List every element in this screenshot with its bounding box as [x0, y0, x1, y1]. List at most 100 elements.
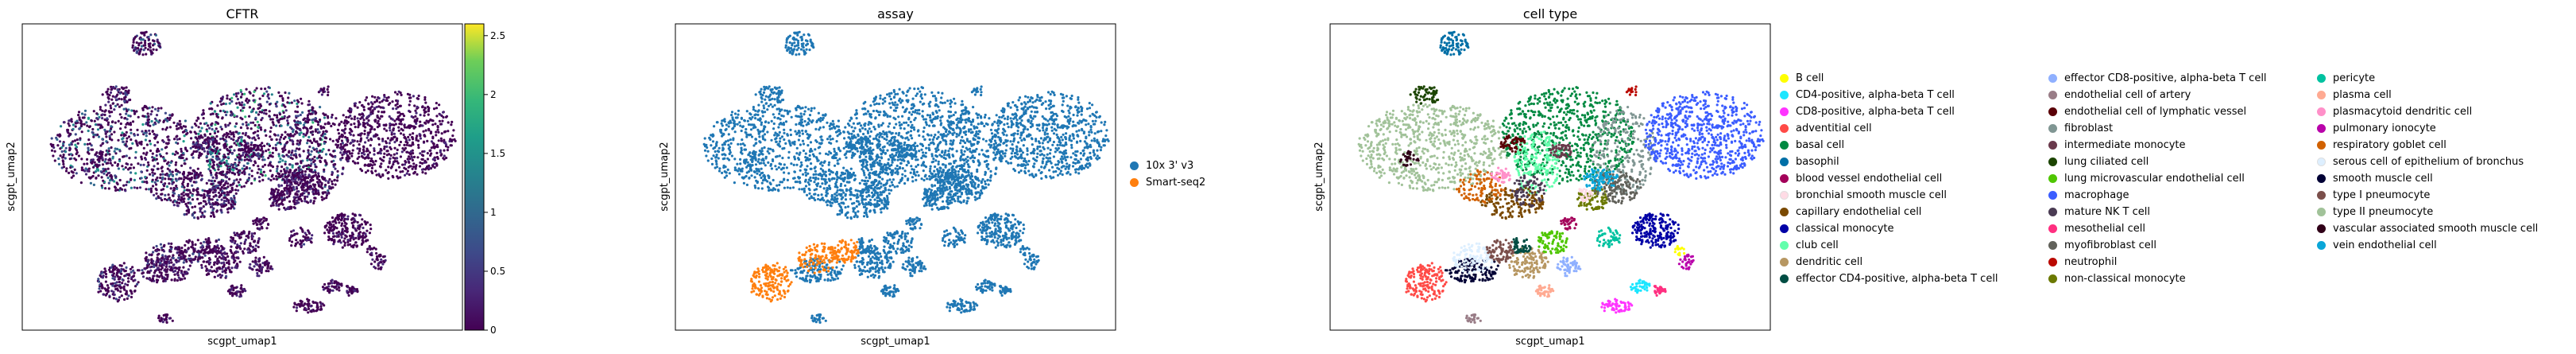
- cftr-point: [130, 128, 133, 131]
- cftr-point: [295, 185, 298, 189]
- assay-point: [713, 125, 716, 128]
- cftr-point: [324, 153, 328, 156]
- cftr-point: [419, 120, 422, 123]
- cftr-point: [166, 275, 169, 278]
- cftr-point: [216, 244, 219, 247]
- cftr-point: [129, 166, 132, 169]
- cftr-point: [122, 87, 126, 90]
- cftr-point: [176, 138, 179, 141]
- cftr-point: [183, 270, 186, 274]
- cftr-point: [453, 138, 456, 141]
- cftr-point: [431, 164, 435, 167]
- cftr-point: [97, 278, 100, 281]
- cftr-point: [145, 105, 148, 108]
- cftr-point: [184, 177, 188, 180]
- cftr-point: [264, 88, 267, 91]
- cftr-point: [152, 168, 155, 172]
- cftr-point: [313, 163, 316, 166]
- cftr-point: [276, 194, 280, 197]
- cftr-point: [358, 225, 362, 228]
- cftr-point: [247, 158, 250, 161]
- cftr-point: [325, 196, 328, 200]
- cftr-point: [247, 177, 251, 180]
- cftr-point: [392, 107, 395, 111]
- cftr-point: [338, 215, 341, 218]
- cftr-point: [189, 146, 192, 150]
- cftr-point: [349, 128, 353, 131]
- cftr-point: [164, 177, 167, 181]
- cftr-point: [164, 273, 168, 276]
- cftr-point: [154, 178, 157, 181]
- cftr-point: [120, 272, 123, 275]
- cftr-point: [319, 89, 322, 92]
- cftr-point: [369, 163, 372, 166]
- cftr-point: [141, 271, 145, 274]
- cftr-point: [309, 305, 312, 308]
- cftr-point: [330, 115, 333, 119]
- cftr-point: [188, 254, 191, 257]
- cftr-point: [156, 247, 159, 251]
- cftr-point: [307, 201, 310, 204]
- cftr-point: [298, 303, 301, 306]
- cftr-point: [226, 266, 230, 270]
- cftr-point: [256, 271, 259, 275]
- cftr-point: [150, 253, 153, 256]
- cftr-point: [116, 275, 119, 278]
- cftr-point: [172, 254, 175, 257]
- cftr-point: [291, 157, 294, 161]
- cftr-point: [134, 35, 137, 39]
- cftr-point: [272, 146, 275, 150]
- cftr-point: [188, 177, 191, 181]
- cftr-point: [421, 124, 424, 127]
- cftr-point: [111, 102, 114, 105]
- cftr-point: [385, 169, 388, 172]
- assay-point: [738, 121, 741, 124]
- cftr-point: [128, 147, 131, 150]
- cftr-point: [147, 35, 150, 39]
- cftr-point: [218, 142, 221, 146]
- cftr-point: [361, 242, 364, 245]
- cftr-point: [149, 173, 152, 176]
- cftr-point: [261, 158, 265, 161]
- cftr-point: [309, 159, 313, 162]
- cftr-point: [107, 150, 110, 153]
- cftr-point: [145, 169, 149, 172]
- cftr-point: [152, 274, 155, 278]
- cftr-point: [269, 197, 272, 200]
- cftr-point: [399, 155, 402, 158]
- cftr-point: [367, 119, 370, 123]
- cftr-point: [109, 161, 112, 165]
- cftr-point: [111, 277, 114, 280]
- cftr-point: [120, 116, 123, 119]
- cftr-point: [122, 168, 126, 171]
- assay-point: [792, 163, 795, 166]
- cftr-point: [237, 181, 240, 184]
- cftr-point: [190, 154, 193, 157]
- cftr-point: [112, 297, 115, 300]
- cftr-point: [369, 263, 373, 266]
- cftr-point: [303, 189, 306, 193]
- cftr-point: [233, 149, 236, 152]
- cftr-point: [277, 189, 280, 192]
- cftr-point: [91, 130, 94, 134]
- cftr-point: [373, 149, 376, 153]
- cftr-point: [107, 187, 110, 190]
- cftr-point: [250, 237, 253, 241]
- cftr-point: [315, 301, 319, 305]
- cftr-point: [230, 256, 234, 259]
- cftr-point: [368, 151, 371, 154]
- cftr-point: [341, 246, 344, 249]
- cftr-point: [195, 150, 198, 154]
- cftr-point: [156, 38, 159, 41]
- cftr-point: [442, 115, 445, 119]
- cftr-point: [206, 150, 209, 154]
- cftr-point: [128, 274, 131, 277]
- cftr-point: [92, 183, 95, 186]
- cftr-point: [284, 91, 287, 95]
- cftr-point: [230, 96, 234, 99]
- cftr-point: [270, 138, 273, 141]
- cftr-point: [84, 167, 87, 170]
- cftr-point: [94, 133, 97, 137]
- cftr-point: [304, 134, 307, 137]
- cftr-point: [163, 243, 166, 247]
